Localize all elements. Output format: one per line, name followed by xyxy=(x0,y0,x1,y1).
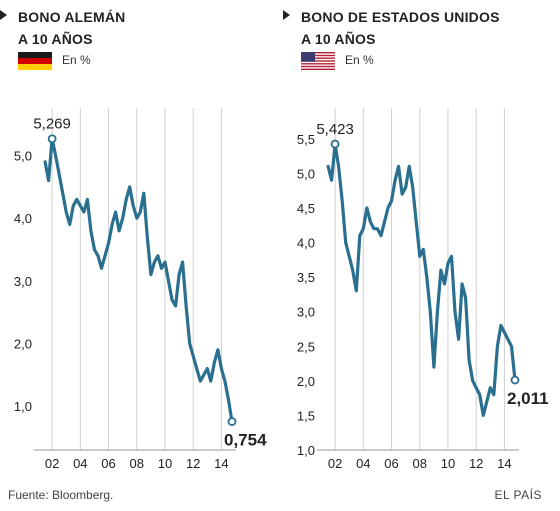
x-tick-label: 14 xyxy=(214,456,228,471)
y-tick-label: 4,0 xyxy=(14,211,32,226)
start-point-marker xyxy=(330,139,340,149)
y-tick-label: 1,5 xyxy=(297,408,315,423)
y-tick-label: 2,0 xyxy=(14,337,32,352)
end-value-label: 0,754 xyxy=(224,431,267,450)
usa-line-chart: 02 04 06 08 10 12 14 1,0 1,5 2,0 2,5 3,0 3,5 4,0 4,5 5,… xyxy=(297,108,549,471)
usa-chart-panel: BONO DE ESTADOS UNIDOS A 10 AÑOS En % 02… xyxy=(283,0,553,480)
x-tick-label: 10 xyxy=(441,456,455,471)
x-tick-label: 12 xyxy=(469,456,483,471)
y-tick-label: 5,0 xyxy=(297,166,315,181)
x-tick-label: 06 xyxy=(384,456,398,471)
x-tick-label: 02 xyxy=(328,456,342,471)
y-tick-label: 5,5 xyxy=(297,132,315,147)
end-point-marker xyxy=(510,375,520,385)
y-tick-label: 1,0 xyxy=(14,399,32,414)
usa-flag-icon xyxy=(301,52,335,70)
start-value-label: 5,423 xyxy=(316,121,354,138)
y-tick-label: 1,0 xyxy=(297,443,315,458)
germany-flag-icon xyxy=(18,52,52,70)
x-tick-label: 04 xyxy=(73,456,87,471)
x-tick-label: 08 xyxy=(413,456,427,471)
triangle-bullet-icon xyxy=(283,10,290,20)
start-value-label: 5,269 xyxy=(33,116,71,133)
brand-logo: EL PAÍS xyxy=(494,488,542,502)
end-value-label: 2,011 xyxy=(507,389,549,408)
x-tick-label: 02 xyxy=(45,456,59,471)
unit-label: En % xyxy=(62,53,91,67)
x-tick-label: 08 xyxy=(130,456,144,471)
y-tick-label: 3,0 xyxy=(14,274,32,289)
series-line xyxy=(43,137,234,424)
y-tick-label: 4,5 xyxy=(297,201,315,216)
start-point-marker xyxy=(47,134,57,144)
y-tick-label: 5,0 xyxy=(14,149,32,164)
end-point-marker xyxy=(227,417,237,426)
chart-title: BONO DE ESTADOS UNIDOS A 10 AÑOS xyxy=(301,9,500,47)
unit-label: En % xyxy=(345,53,374,67)
x-tick-label: 14 xyxy=(497,456,511,471)
x-tick-label: 12 xyxy=(186,456,200,471)
x-tick-label: 10 xyxy=(158,456,172,471)
series-line xyxy=(326,142,517,417)
y-tick-label: 2,5 xyxy=(297,339,315,354)
y-tick-label: 4,0 xyxy=(297,236,315,251)
y-tick-label: 3,5 xyxy=(297,270,315,285)
y-tick-label: 3,0 xyxy=(297,305,315,320)
triangle-bullet-icon xyxy=(0,10,7,20)
y-tick-label: 2,0 xyxy=(297,374,315,389)
germany-chart-panel: BONO ALEMÁN A 10 AÑOS En % 02 04 06 08 10 12 1… xyxy=(0,0,270,480)
x-tick-label: 06 xyxy=(101,456,115,471)
chart-title: BONO ALEMÁN A 10 AÑOS xyxy=(18,9,126,47)
source-note: Fuente: Bloomberg. xyxy=(8,488,114,502)
x-tick-label: 04 xyxy=(356,456,370,471)
germany-line-chart: 02 04 06 08 10 12 14 1,0 2,0 3,0 4,0 5,0 5,269 0,754 xyxy=(14,108,267,471)
